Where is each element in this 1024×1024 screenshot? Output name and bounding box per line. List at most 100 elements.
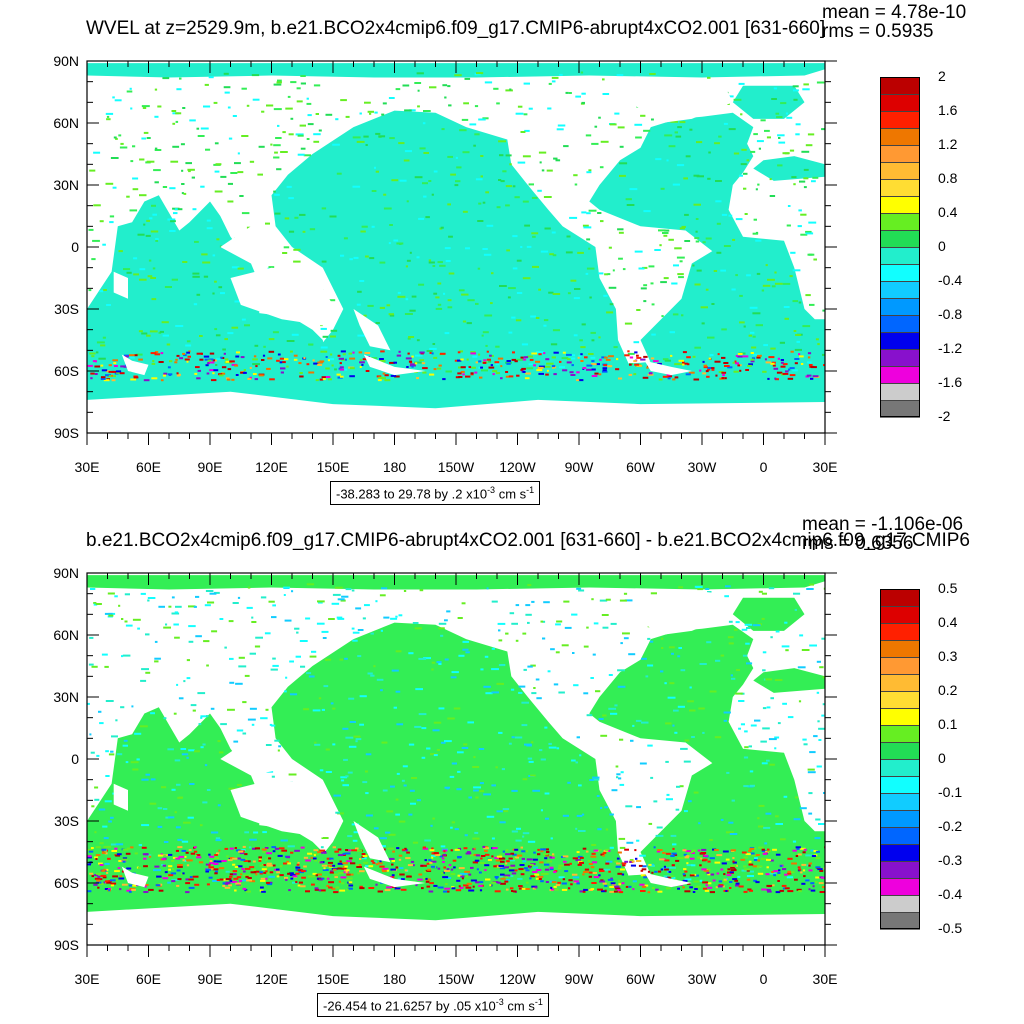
field-cell [421, 362, 426, 365]
field-cell [277, 124, 280, 127]
field-cell [245, 890, 251, 893]
field-cell [718, 880, 723, 883]
field-cell [684, 878, 692, 881]
field-cell [817, 343, 820, 346]
field-cell [283, 246, 290, 249]
field-cell [219, 878, 224, 881]
field-cell [138, 844, 142, 847]
field-cell [359, 359, 362, 362]
field-cell [409, 789, 415, 792]
field-cell [669, 331, 675, 334]
field-cell [773, 367, 779, 370]
field-cell [795, 855, 799, 857]
field-cell [132, 618, 141, 621]
field-cell [312, 857, 317, 860]
field-cell [171, 859, 175, 862]
field-cell [726, 874, 732, 877]
field-cell [708, 151, 711, 154]
field-cell [511, 622, 518, 625]
field-cell [260, 596, 267, 599]
field-cell [609, 813, 614, 816]
nordic-seas [732, 85, 805, 119]
field-cell [321, 864, 328, 867]
field-cell [523, 867, 528, 870]
field-cell [171, 596, 175, 599]
field-cell [87, 848, 93, 851]
field-cell [539, 861, 544, 864]
field-cell [237, 857, 241, 860]
field-cell [496, 855, 503, 858]
field-cell [115, 719, 118, 722]
field-cell [634, 351, 638, 354]
field-cell [707, 860, 711, 863]
field-cell [734, 628, 738, 631]
field-cell [777, 134, 785, 137]
field-cell [187, 355, 191, 358]
field-cell [760, 740, 767, 743]
field-cell [823, 792, 825, 794]
field-cell [683, 362, 689, 365]
field-cell [537, 848, 540, 851]
field-cell [125, 761, 129, 764]
field-cell [649, 640, 654, 643]
field-cell [672, 847, 675, 850]
field-cell [622, 268, 626, 271]
field-cell [477, 267, 481, 270]
field-cell [473, 789, 479, 792]
field-cell [579, 890, 586, 893]
field-cell [319, 378, 324, 381]
field-cell [640, 287, 647, 290]
field-cell [495, 766, 498, 769]
field-cell [694, 237, 700, 240]
field-cell [776, 116, 783, 119]
field-cell [739, 294, 743, 297]
field-cell [359, 280, 365, 282]
field-cell [707, 367, 712, 369]
field-cell [699, 864, 702, 867]
field-cell [533, 851, 536, 854]
field-cell [714, 736, 722, 739]
colorbar-label: 0.5 [938, 580, 958, 596]
field-cell [512, 853, 517, 856]
field-cell [91, 805, 95, 808]
field-cell [94, 877, 100, 880]
field-cell [395, 866, 398, 869]
field-cell [348, 857, 353, 860]
field-cell [132, 145, 136, 148]
field-cell [715, 374, 718, 377]
field-cell [750, 852, 755, 855]
field-cell [730, 849, 736, 852]
field-cell [663, 865, 666, 868]
field-cell [417, 89, 420, 92]
field-cell [235, 849, 241, 852]
field-cell [395, 813, 400, 816]
field-cell [193, 605, 197, 608]
field-cell [369, 112, 372, 115]
field-cell [231, 266, 240, 269]
field-cell [732, 878, 738, 881]
field-cell [134, 354, 138, 357]
field-cell [235, 882, 242, 885]
field-cell [345, 871, 348, 874]
field-cell [268, 338, 275, 341]
field-cell [390, 868, 396, 871]
field-cell [721, 377, 725, 379]
field-cell [614, 112, 620, 115]
field-cell [670, 354, 673, 357]
field-cell [689, 709, 696, 712]
field-cell [753, 859, 758, 861]
field-cell [645, 675, 649, 678]
field-cell [407, 337, 411, 340]
field-cell [415, 354, 423, 357]
field-cell [321, 837, 329, 839]
field-cell [428, 261, 435, 264]
field-cell [605, 848, 609, 851]
field-cell [437, 886, 444, 889]
field-cell [267, 357, 273, 360]
field-cell [464, 870, 470, 873]
field-cell [244, 867, 251, 870]
field-cell [733, 370, 739, 373]
field-cell [252, 869, 256, 871]
field-cell [535, 877, 539, 880]
field-cell [544, 863, 550, 866]
